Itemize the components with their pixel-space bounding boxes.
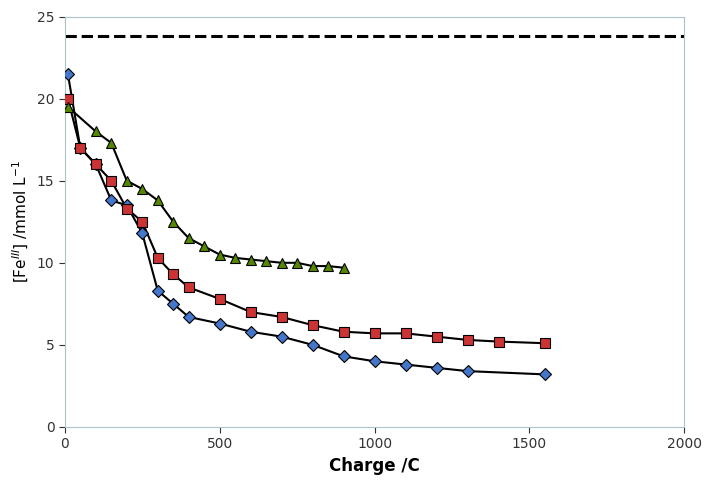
Y-axis label: [Fe$^{III}$] /mmol L$^{-1}$: [Fe$^{III}$] /mmol L$^{-1}$ xyxy=(11,160,31,283)
X-axis label: Charge /C: Charge /C xyxy=(329,457,420,475)
